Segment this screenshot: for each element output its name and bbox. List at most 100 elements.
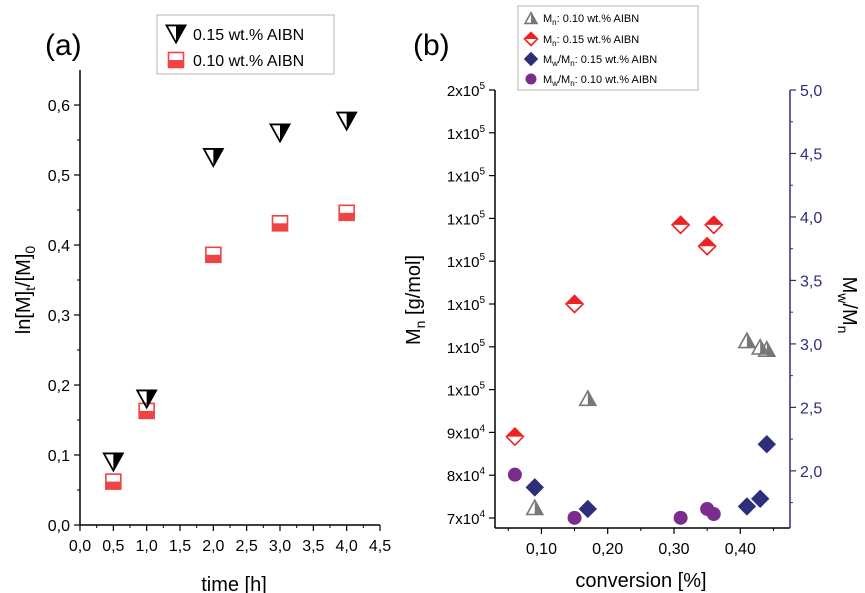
panel-b-left-tick-label: 1x105 xyxy=(447,338,486,357)
panel-a: (a) 0,0 0,5 1,0 1,5 2,0 2,5 3,0 3,5 4,0 4,5 0,0 0,1… xyxy=(13,14,391,593)
panel-b-left-tick-label: 7x104 xyxy=(447,509,486,528)
panel-a-x-tick-label: 4,5 xyxy=(369,538,391,555)
panel-a-x-tick-label: 0,5 xyxy=(102,538,124,555)
point-mn-010 xyxy=(578,389,598,407)
point-mn-015 xyxy=(697,236,717,256)
legend-label-aibn-010: 0.10 wt.% AIBN xyxy=(193,53,304,70)
left-label-main: M xyxy=(403,328,425,345)
panel-b-right-tick-label: 4,0 xyxy=(800,210,822,227)
point-mn-010 xyxy=(757,340,777,357)
legend-marker-triangle xyxy=(164,24,188,45)
point-mwmn-010 xyxy=(567,510,582,525)
left-label-sub: n xyxy=(412,321,428,329)
point-mwmn-015 xyxy=(757,435,777,454)
panel-a-x-tick-label: 2,0 xyxy=(202,538,224,555)
panel-a-y-tick-label: 0,4 xyxy=(48,238,70,255)
legend-marker-aibn-010 xyxy=(167,51,185,69)
point-mwmn-010 xyxy=(507,467,522,482)
panel-a-ticks: 0,0 0,5 1,0 1,5 2,0 2,5 3,0 3,5 4,0 4,5 0,0 0,1 0,2 0… xyxy=(48,98,391,555)
panel-a-x-tick-label: 0,0 xyxy=(69,538,91,555)
right-label-m1: M xyxy=(838,277,860,294)
panel-a-ylabel-mid: /[M] xyxy=(13,254,35,287)
point-aibn-010 xyxy=(271,215,289,232)
point-aibn-015 xyxy=(268,123,292,144)
point-aibn-010 xyxy=(338,204,355,222)
point-mwmn-015 xyxy=(525,478,544,497)
panel-b-right-tick-label: 3,5 xyxy=(800,273,822,290)
panel-b: (b) 0,10 0,20 0,30 0,40 7x104 8x104 9x104 1x105… xyxy=(403,5,860,592)
panel-a-label: (a) xyxy=(45,29,82,62)
panel-a-y-tick-label: 0,1 xyxy=(48,448,70,465)
point-mn-015 xyxy=(670,215,691,235)
point-mwmn-010 xyxy=(673,510,688,525)
panel-b-left-tick-label: 2x105 xyxy=(447,81,486,100)
point-mwmn-015 xyxy=(578,499,598,519)
panel-b-ticks: 0,10 0,20 0,30 0,40 7x104 8x104 9x104 1x105 1x10… xyxy=(447,81,822,558)
legend-label-aibn-015: 0.15 wt.% AIBN xyxy=(193,27,304,44)
panel-b-x-tick-label: 0,10 xyxy=(526,541,557,558)
panel-a-legend: 0.15 wt.% AIBN 0.10 wt.% AIBN xyxy=(156,14,335,75)
panel-b-label: (b) xyxy=(413,29,450,62)
legend-marker-mn-015-shape xyxy=(523,31,539,47)
panel-a-y-axis-label: ln[M]t/[M]0 xyxy=(13,246,38,335)
point-mwmn-015 xyxy=(750,489,770,509)
panel-b-left-tick-label: 1x105 xyxy=(447,381,486,400)
legend-marker-mwmn-010-shape xyxy=(525,73,537,85)
panel-b-right-tick-label: 4,5 xyxy=(800,146,822,163)
panel-a-y-tick-label: 0,0 xyxy=(48,518,70,535)
point-mwmn-015 xyxy=(737,497,757,516)
point-aibn-015 xyxy=(102,452,125,473)
point-aibn-015 xyxy=(135,389,158,410)
panel-b-legend-frame xyxy=(517,5,699,91)
panel-a-ylabel-main: ln[M] xyxy=(13,291,35,334)
panel-b-x-axis-label: conversion [%] xyxy=(575,570,706,592)
legend-marker-mwmn-010 xyxy=(525,73,537,85)
panel-a-y-tick-label: 0,2 xyxy=(48,378,70,395)
legend-marker-aibn-015 xyxy=(164,24,188,45)
point-mn-015 xyxy=(564,294,585,314)
panel-a-y-tick-label: 0,5 xyxy=(48,168,70,185)
panel-a-y-tick-label: 0,6 xyxy=(48,98,70,115)
right-label-s1: w xyxy=(835,292,851,304)
panel-b-left-tick-label: 1x105 xyxy=(447,124,486,143)
panel-b-points xyxy=(505,215,777,525)
right-label-s2: n xyxy=(835,326,851,334)
legend-marker-mn-010 xyxy=(523,10,539,25)
legend-marker-mn-015 xyxy=(523,31,539,47)
panel-b-axes xyxy=(494,90,791,529)
panel-b-right-tick-label: 2,5 xyxy=(800,400,822,417)
legend-label-mn-010: Mn: 0.10 wt.% AIBN xyxy=(543,13,639,27)
right-label-slash: /M xyxy=(838,303,860,325)
point-mn-010 xyxy=(737,331,757,349)
panel-b-left-tick-label: 1x105 xyxy=(447,252,486,271)
panel-b-left-tick-label: 8x104 xyxy=(447,466,486,485)
panel-b-legend: Mn: 0.10 wt.% AIBN Mn: 0.15 wt.% AIBN Mw… xyxy=(517,5,699,91)
panel-b-left-tick-label: 1x105 xyxy=(447,167,486,186)
panel-b-left-tick-label: 1x105 xyxy=(447,209,486,228)
panel-a-x-tick-label: 3,5 xyxy=(302,538,324,555)
panel-b-right-tick-label: 3,0 xyxy=(800,337,822,354)
panel-a-x-tick-label: 1,5 xyxy=(169,538,191,555)
legend-label-mwmn-010: Mw/Mn: 0.10 wt.% AIBN xyxy=(543,74,657,88)
panel-b-left-tick-label: 1x105 xyxy=(447,295,486,314)
legend-marker-square xyxy=(167,51,185,69)
panel-b-right-tick-label: 2,0 xyxy=(800,464,822,481)
point-mwmn-010 xyxy=(706,507,721,522)
panel-a-y-tick-label: 0,3 xyxy=(48,308,70,325)
point-aibn-015 xyxy=(202,148,225,168)
legend-marker-mwmn-015 xyxy=(523,51,539,67)
legend-marker-mwmn-015-shape xyxy=(523,51,539,67)
point-aibn-015 xyxy=(335,111,358,132)
panel-a-x-axis-label: time [h] xyxy=(201,574,267,593)
panel-b-left-axis-label: Mn [g/mol] xyxy=(403,255,428,345)
panel-a-x-tick-label: 1,0 xyxy=(136,538,158,555)
panel-a-x-tick-label: 2,5 xyxy=(236,538,258,555)
legend-marker-mn-010-shape xyxy=(523,10,539,25)
panel-b-left-tick-label: 9x104 xyxy=(447,423,486,442)
panel-a-x-tick-label: 4,0 xyxy=(336,538,358,555)
panel-b-x-tick-label: 0,30 xyxy=(658,541,689,558)
point-mn-015 xyxy=(704,215,724,235)
panel-b-x-tick-label: 0,20 xyxy=(592,541,623,558)
left-label-rest: [g/mol] xyxy=(403,255,425,321)
